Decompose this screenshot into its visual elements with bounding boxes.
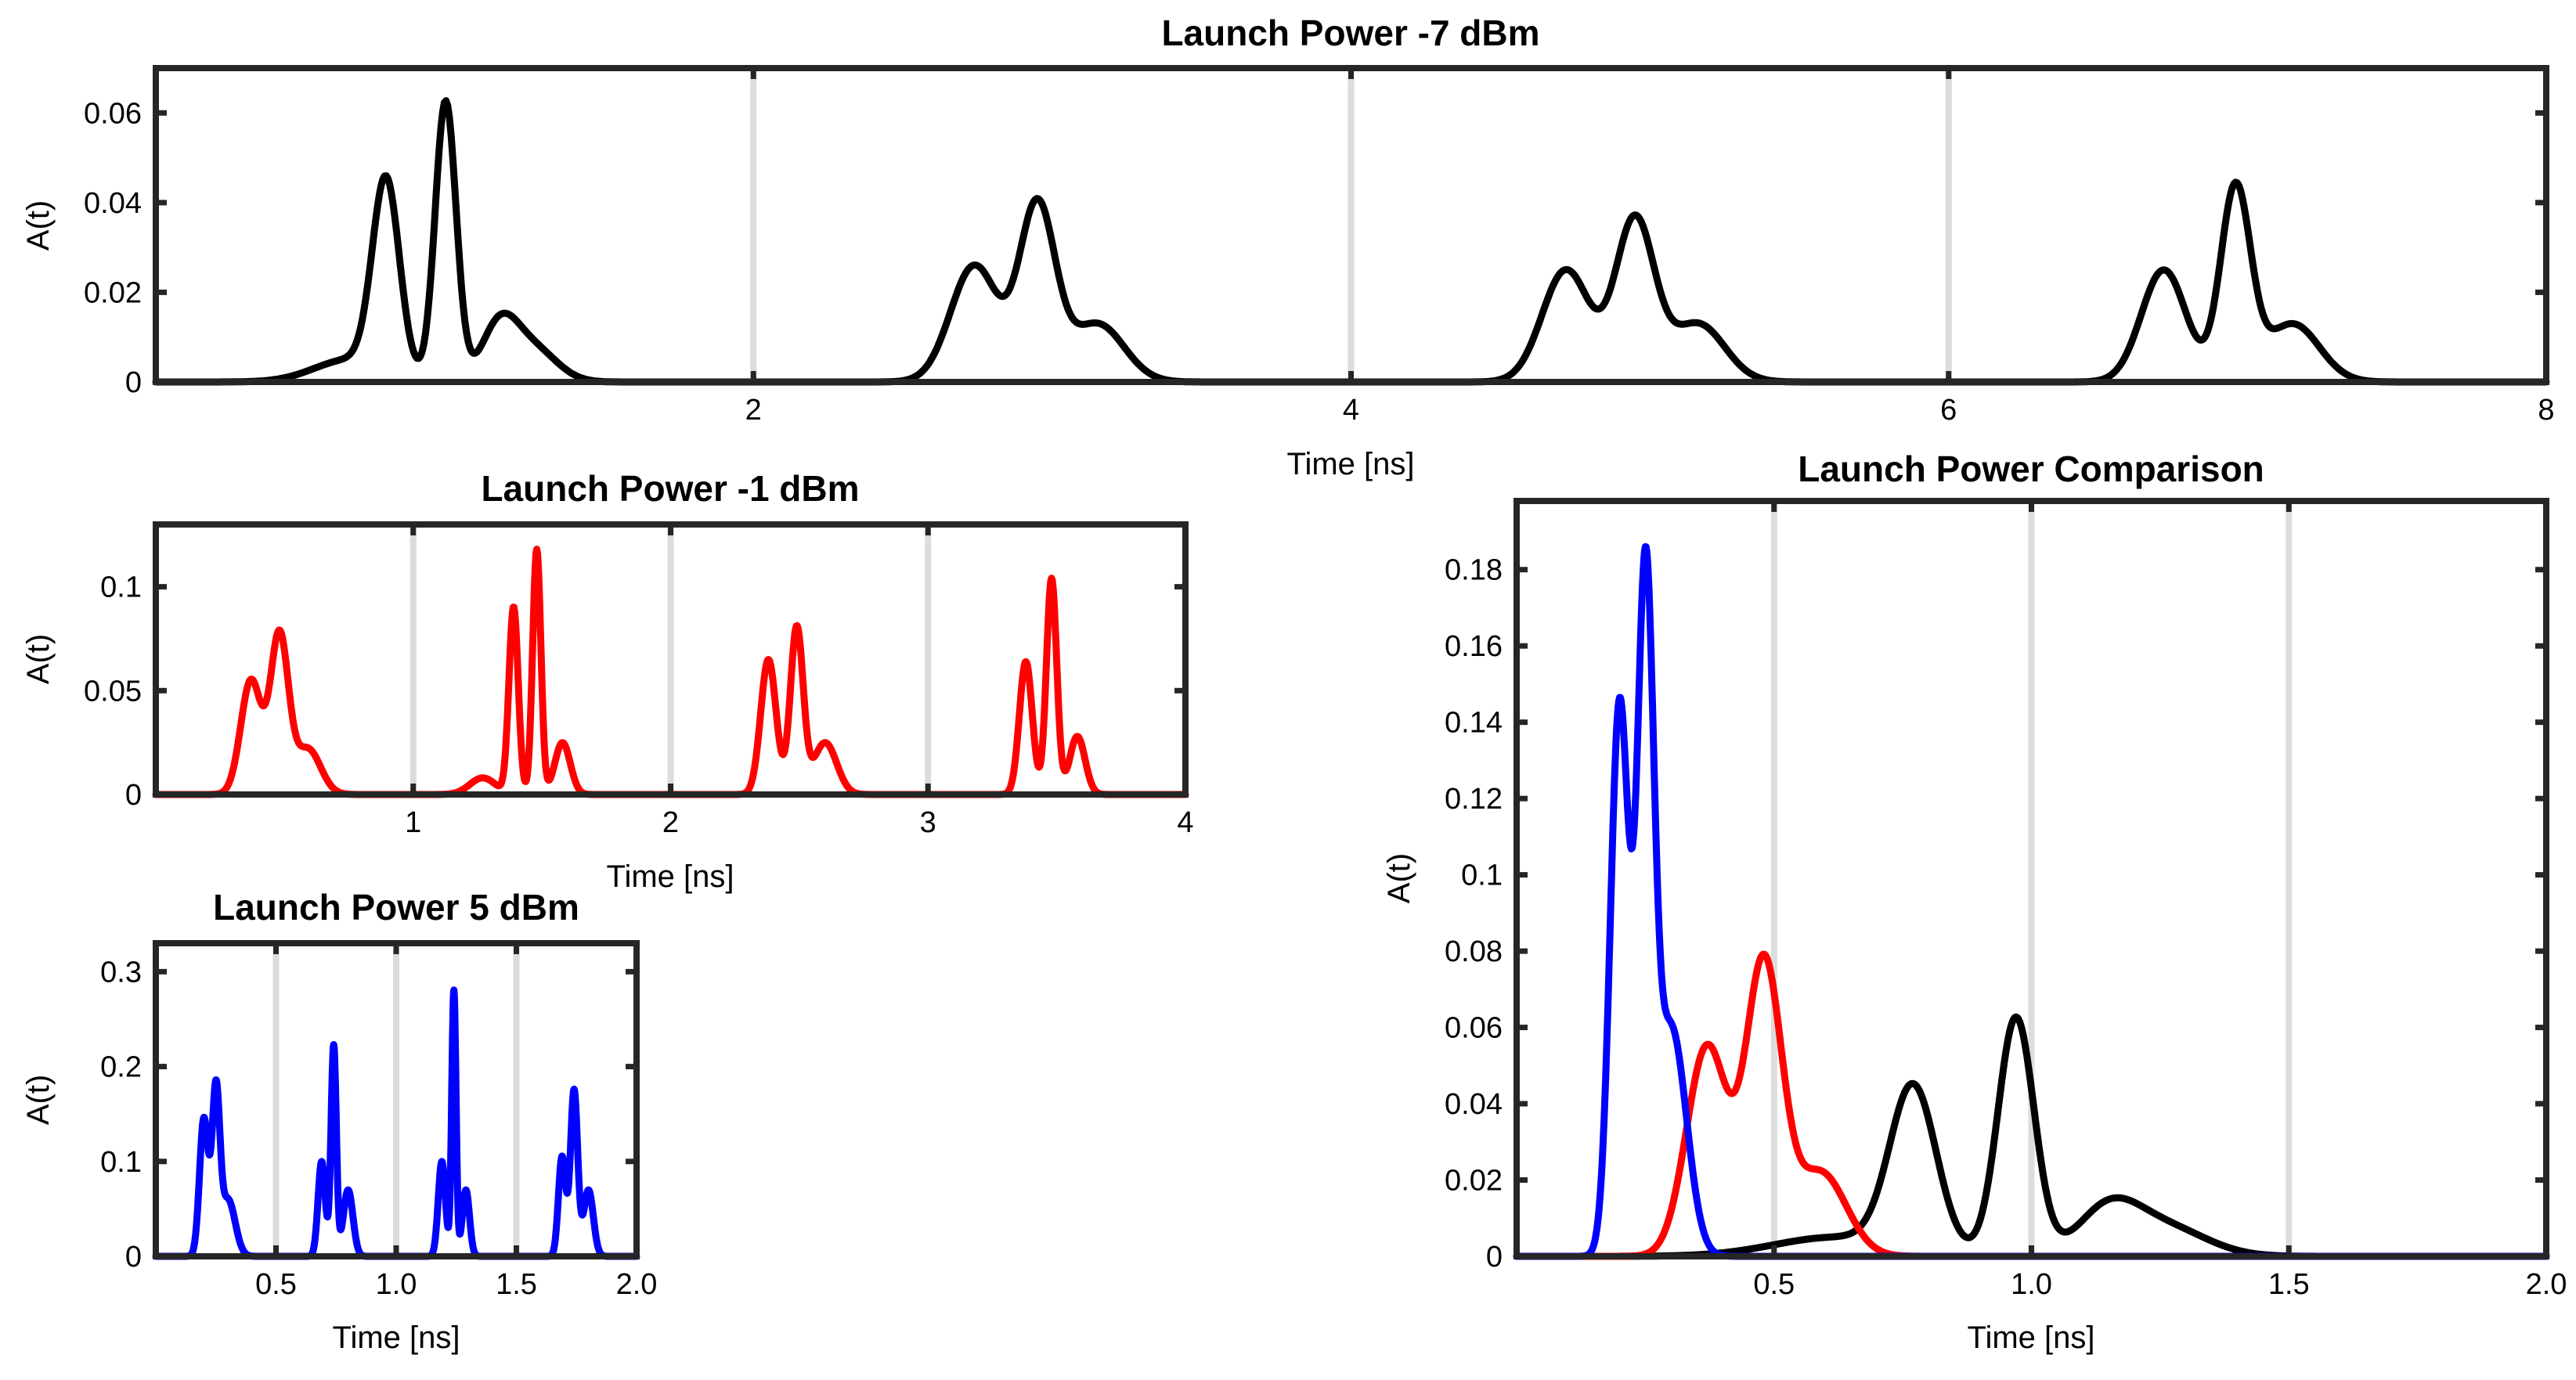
tick-layer: 1 2 3 4 0 0.05 0.1 (84, 524, 1194, 839)
y-tick-label: 0.1 (100, 1146, 142, 1179)
tick-layer: 2 4 6 8 0 0.02 0.04 0.06 (84, 68, 2555, 427)
x-tick-label: 1 (405, 806, 421, 839)
y-axis-label: A(t) (21, 1075, 56, 1125)
x-tick-label: 1.5 (496, 1268, 537, 1301)
grid-lines (272, 946, 520, 1253)
chart-title: Launch Power -1 dBm (481, 468, 859, 509)
x-tick-label: 1.0 (2011, 1268, 2052, 1301)
panel-launch-power-comparison: 0.5 1.0 1.5 2.0 0 0.02 0.04 0.06 0.08 0.1 0.12 0.14… (1382, 449, 2567, 1355)
y-tick-label: 0.08 (1445, 935, 1503, 968)
grid-lines (409, 528, 932, 791)
panel-launch-power-5: 0.5 1.0 1.5 2.0 0 0.1 0.2 0.3 Launch Power 5 dB… (21, 887, 657, 1355)
y-tick-label: 0.3 (100, 956, 142, 989)
y-tick-label: 0 (125, 1241, 142, 1274)
x-tick-label: 1.0 (376, 1268, 417, 1301)
chart-title: Launch Power Comparison (1798, 449, 2264, 489)
x-tick-label: 1.5 (2268, 1268, 2310, 1301)
x-tick-label: 6 (1940, 394, 1957, 427)
x-tick-label: 2.0 (2526, 1268, 2567, 1301)
tick-layer: 0.5 1.0 1.5 2.0 0 0.1 0.2 0.3 (100, 943, 657, 1301)
chart-title: Launch Power -7 dBm (1161, 13, 1539, 53)
x-tick-label: 0.5 (1753, 1268, 1795, 1301)
chart-title: Launch Power 5 dBm (213, 887, 579, 928)
grid-lines (750, 71, 1952, 379)
x-axis-label: Time [ns] (1287, 447, 1415, 481)
y-tick-label: 0.02 (1445, 1165, 1503, 1198)
y-tick-label: 0.05 (84, 675, 142, 708)
panel-launch-power-minus-7: 2 4 6 8 0 0.02 0.04 0.06 Launch Power -7 dBm Ti… (21, 13, 2555, 481)
x-tick-label: 2.0 (616, 1268, 658, 1301)
x-tick-label: 0.5 (255, 1268, 297, 1301)
y-axis-label: A(t) (1382, 853, 1416, 903)
y-axis-label: A(t) (21, 200, 56, 250)
y-tick-label: 0.2 (100, 1051, 142, 1084)
y-tick-label: 0 (125, 366, 142, 399)
y-axis-label: A(t) (21, 634, 56, 684)
x-tick-label: 4 (1177, 806, 1193, 839)
y-tick-label: 0 (125, 779, 142, 812)
y-tick-label: 0.06 (1445, 1012, 1503, 1045)
y-tick-label: 0.14 (1445, 707, 1503, 740)
y-tick-label: 0 (1486, 1241, 1503, 1274)
tick-layer: 0.5 1.0 1.5 2.0 0 0.02 0.04 0.06 0.08 0.1 0.12 0.14… (1445, 501, 2567, 1301)
grid-lines (1770, 504, 2293, 1253)
panel-launch-power-minus-1: 1 2 3 4 0 0.05 0.1 Launch Power -1 dBm Time [n… (21, 468, 1194, 894)
x-tick-label: 4 (1343, 394, 1359, 427)
x-axis-label: Time [ns] (607, 859, 734, 894)
x-tick-label: 8 (2538, 394, 2554, 427)
y-tick-label: 0.1 (1461, 859, 1503, 892)
y-tick-label: 0.12 (1445, 783, 1503, 816)
x-axis-label: Time [ns] (1968, 1321, 2095, 1355)
y-tick-label: 0.18 (1445, 554, 1503, 587)
y-tick-label: 0.04 (1445, 1088, 1503, 1121)
x-axis-label: Time [ns] (333, 1321, 460, 1355)
x-tick-label: 3 (920, 806, 936, 839)
x-tick-label: 2 (662, 806, 679, 839)
y-tick-label: 0.06 (84, 97, 142, 130)
y-tick-label: 0.02 (84, 276, 142, 309)
y-tick-label: 0.04 (84, 187, 142, 220)
y-tick-label: 0.1 (100, 571, 142, 604)
x-tick-label: 2 (745, 394, 762, 427)
y-tick-label: 0.16 (1445, 630, 1503, 663)
